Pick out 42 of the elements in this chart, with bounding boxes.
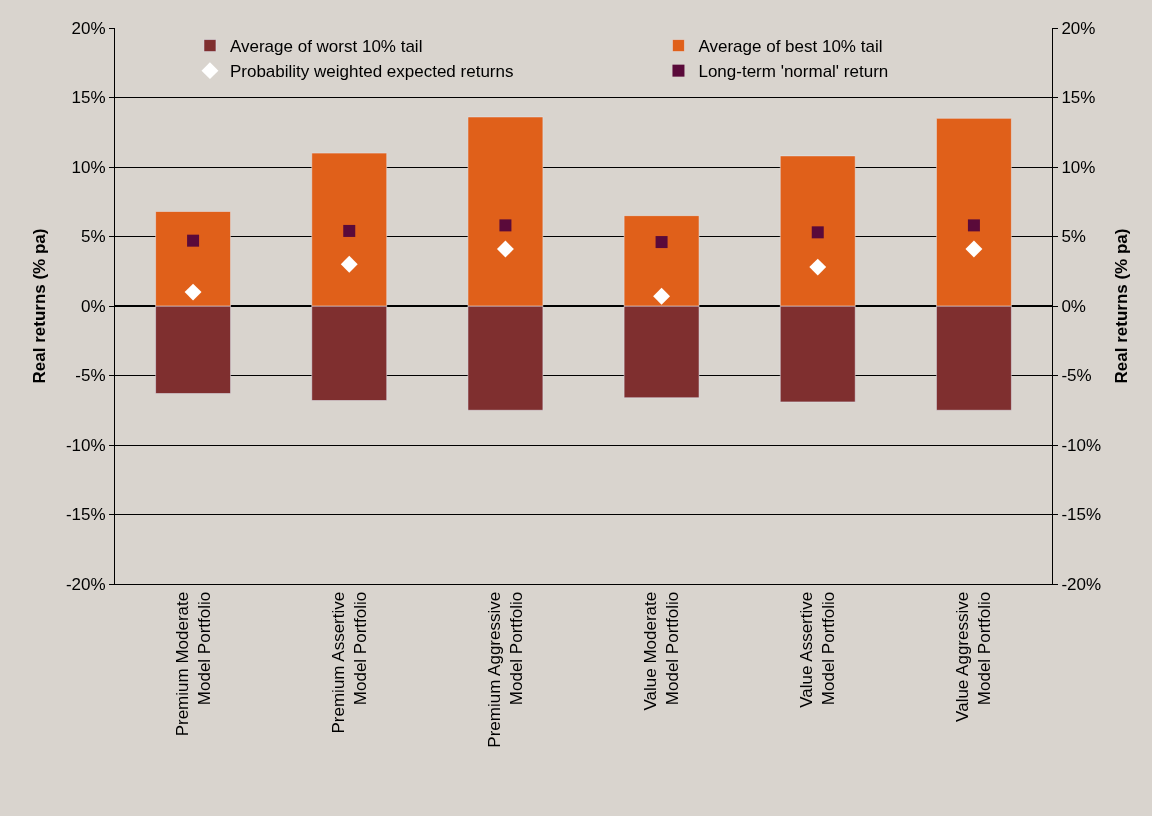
y-tick-label: -20% <box>65 574 106 594</box>
point <box>655 236 668 249</box>
y2-tick-label: 15% <box>1061 88 1096 108</box>
y2-tick-label: 10% <box>1061 157 1096 177</box>
point <box>965 240 983 258</box>
legend-label: Probability weighted expected returns <box>229 62 514 82</box>
legend-label: Average of best 10% tail <box>698 37 883 57</box>
y2-tick-label: -20% <box>1061 574 1102 594</box>
y-tick-label: 15% <box>71 88 106 108</box>
legend-label: Average of worst 10% tail <box>229 37 423 57</box>
y2-tick-label: -15% <box>1061 505 1102 525</box>
y-axis-title: Real returns (% pa) <box>30 228 50 384</box>
y2-tick-label: 0% <box>1061 296 1086 316</box>
x-tick-label: Value Aggressive Model Portfolio <box>953 591 995 722</box>
point <box>187 234 200 247</box>
y-tick-label: -10% <box>65 435 106 455</box>
point <box>343 224 356 237</box>
y-tick-label: 10% <box>71 157 106 177</box>
y2-tick-label: 5% <box>1061 227 1086 247</box>
y2-axis-title: Real returns (% pa) <box>1112 228 1132 384</box>
legend-label: Long-term 'normal' return <box>698 62 889 82</box>
point <box>811 226 824 239</box>
y2-tick-label: 20% <box>1061 18 1096 38</box>
y-tick-label: -5% <box>75 366 106 386</box>
x-tick-label: Value Moderate Model Portfolio <box>641 591 683 711</box>
point <box>340 255 358 273</box>
x-tick-label: Premium Moderate Model Portfolio <box>172 591 214 737</box>
point <box>499 219 512 232</box>
point <box>184 283 202 301</box>
point <box>967 219 980 232</box>
y-tick-label: 5% <box>81 227 106 247</box>
y-tick-label: 0% <box>81 296 106 316</box>
y-tick-label: -15% <box>65 505 106 525</box>
y2-tick-label: -10% <box>1061 435 1102 455</box>
point <box>496 240 514 258</box>
x-tick-label: Premium Aggressive Model Portfolio <box>484 591 526 748</box>
y2-tick-label: -5% <box>1061 366 1092 386</box>
x-tick-label: Premium Assertive Model Portfolio <box>328 591 370 734</box>
point <box>653 287 671 305</box>
point <box>809 258 827 276</box>
x-tick-label: Value Assertive Model Portfolio <box>797 591 839 708</box>
y-tick-label: 20% <box>71 18 106 38</box>
